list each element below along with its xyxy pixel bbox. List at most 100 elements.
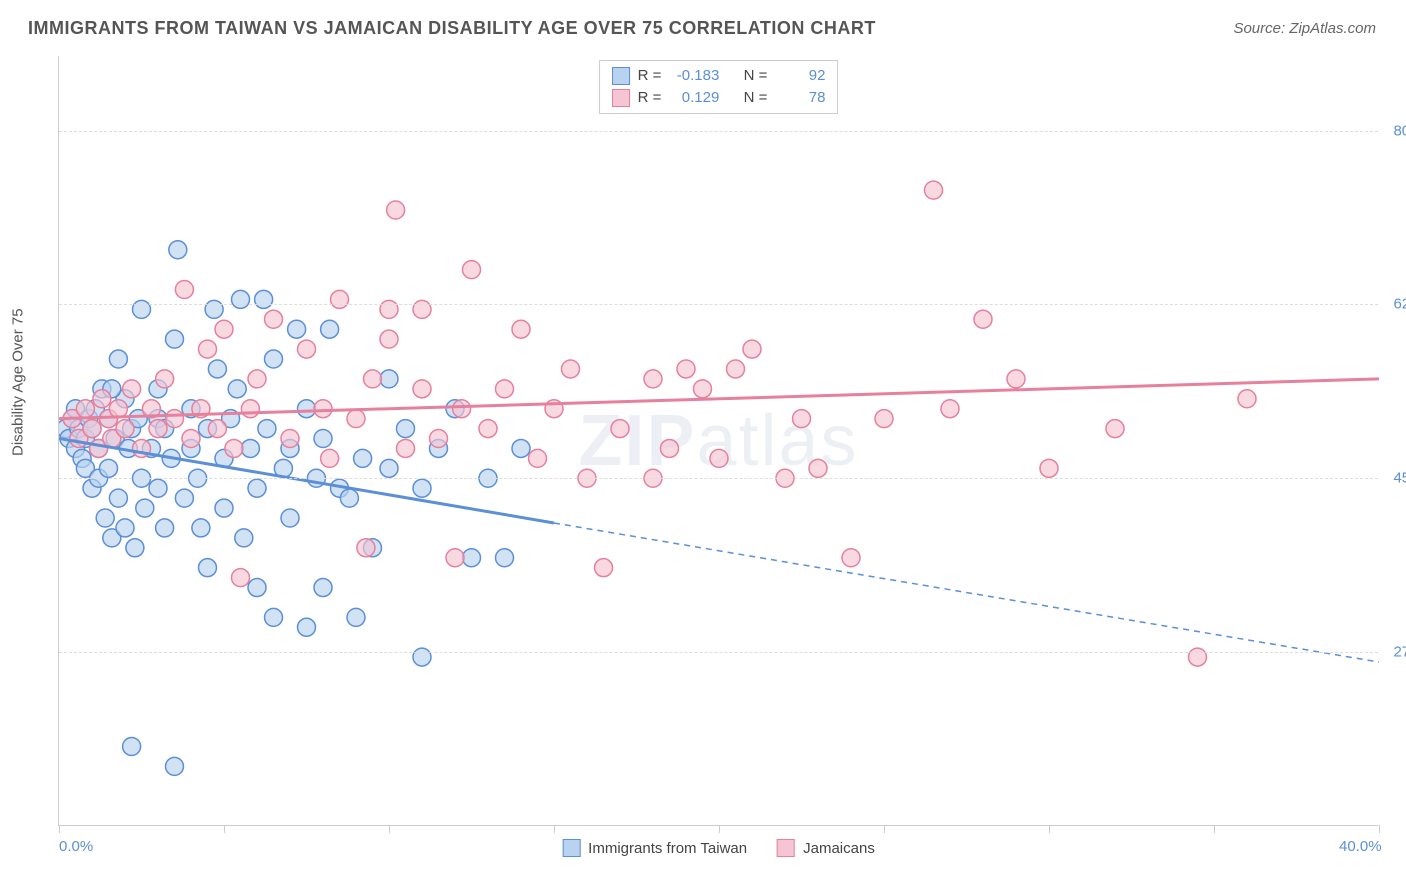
r-value-jamaican: 0.129 — [669, 87, 719, 109]
data-point — [314, 430, 332, 448]
stat-row-taiwan: R = -0.183 N = 92 — [612, 65, 826, 87]
data-point — [281, 509, 299, 527]
data-point — [479, 420, 497, 438]
data-point — [446, 549, 464, 567]
data-point — [241, 439, 259, 457]
data-point — [228, 380, 246, 398]
x-tick-label: 40.0% — [1339, 838, 1382, 855]
data-point — [413, 648, 431, 666]
swatch-jamaican-icon — [777, 839, 795, 857]
gridline — [59, 652, 1378, 653]
data-point — [677, 360, 695, 378]
n-label: N = — [744, 65, 768, 87]
data-point — [512, 439, 530, 457]
data-point — [1007, 370, 1025, 388]
data-point — [208, 420, 226, 438]
data-point — [215, 499, 233, 517]
data-point — [941, 400, 959, 418]
stat-row-jamaican: R = 0.129 N = 78 — [612, 87, 826, 109]
data-point — [357, 539, 375, 557]
data-point — [175, 489, 193, 507]
data-point — [166, 410, 184, 428]
data-point — [166, 330, 184, 348]
data-point — [232, 290, 250, 308]
data-point — [241, 400, 259, 418]
data-point — [1238, 390, 1256, 408]
n-label: N = — [744, 87, 768, 109]
legend-label-jamaican: Jamaicans — [803, 840, 875, 857]
gridline — [59, 304, 1378, 305]
legend-item-taiwan: Immigrants from Taiwan — [562, 839, 747, 857]
data-point — [100, 459, 118, 477]
data-point — [321, 449, 339, 467]
data-point — [169, 241, 187, 259]
data-point — [1040, 459, 1058, 477]
data-point — [76, 400, 94, 418]
data-point — [248, 370, 266, 388]
data-point — [133, 300, 151, 318]
data-point — [380, 300, 398, 318]
data-point — [710, 449, 728, 467]
swatch-taiwan-icon — [562, 839, 580, 857]
data-point — [225, 439, 243, 457]
data-point — [380, 330, 398, 348]
data-point — [298, 400, 316, 418]
data-point — [109, 350, 127, 368]
data-point — [149, 479, 167, 497]
x-tick — [1049, 825, 1050, 833]
x-tick — [1379, 825, 1380, 833]
plot-area: ZIPatlas R = -0.183 N = 92 R = 0.129 N =… — [58, 56, 1378, 826]
data-point — [397, 420, 415, 438]
data-point — [644, 370, 662, 388]
chart-title: IMMIGRANTS FROM TAIWAN VS JAMAICAN DISAB… — [28, 18, 876, 39]
x-tick — [1214, 825, 1215, 833]
data-point — [205, 300, 223, 318]
chart-container: Disability Age Over 75 ZIPatlas R = -0.1… — [28, 56, 1378, 856]
y-axis-label: Disability Age Over 75 — [10, 308, 27, 456]
data-point — [109, 489, 127, 507]
data-point — [248, 479, 266, 497]
y-tick-label: 80.0% — [1393, 122, 1406, 139]
data-point — [96, 509, 114, 527]
data-point — [298, 340, 316, 358]
data-point — [265, 350, 283, 368]
data-point — [364, 370, 382, 388]
data-point — [453, 400, 471, 418]
data-point — [298, 618, 316, 636]
data-point — [314, 400, 332, 418]
x-tick — [719, 825, 720, 833]
data-point — [354, 449, 372, 467]
data-point — [387, 201, 405, 219]
data-point — [809, 459, 827, 477]
data-point — [974, 310, 992, 328]
data-point — [661, 439, 679, 457]
data-point — [265, 310, 283, 328]
data-point — [925, 181, 943, 199]
data-point — [413, 300, 431, 318]
data-point — [123, 380, 141, 398]
data-point — [347, 410, 365, 428]
swatch-taiwan-icon — [612, 67, 630, 85]
r-value-taiwan: -0.183 — [669, 65, 719, 87]
data-point — [347, 608, 365, 626]
data-point — [397, 439, 415, 457]
x-tick-label: 0.0% — [59, 838, 93, 855]
data-point — [727, 360, 745, 378]
data-point — [694, 380, 712, 398]
data-point — [512, 320, 530, 338]
data-point — [842, 549, 860, 567]
data-point — [156, 370, 174, 388]
data-point — [595, 559, 613, 577]
r-label: R = — [638, 65, 662, 87]
data-point — [136, 499, 154, 517]
y-tick-label: 62.5% — [1393, 296, 1406, 313]
data-point — [93, 390, 111, 408]
data-point — [1106, 420, 1124, 438]
data-point — [208, 360, 226, 378]
n-value-taiwan: 92 — [775, 65, 825, 87]
data-point — [529, 449, 547, 467]
data-point — [413, 380, 431, 398]
data-point — [463, 549, 481, 567]
data-point — [116, 420, 134, 438]
x-tick — [389, 825, 390, 833]
